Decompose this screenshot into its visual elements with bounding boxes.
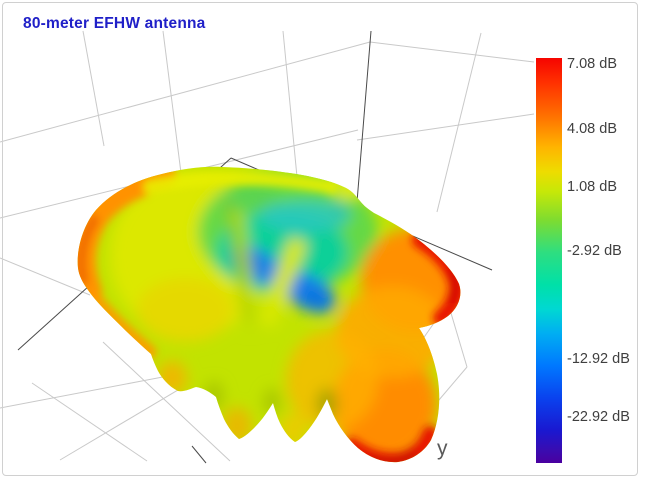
grid-line [356,113,535,141]
grid-line [102,341,231,462]
chart-title: 80-meter EFHW antenna [23,15,206,32]
grid-line [436,32,482,213]
grid-line [282,30,298,178]
grid-line [162,30,182,174]
grid-line [369,41,535,63]
y-axis-label: y [437,437,448,460]
colorbar-label-1: 7.08 dB [567,56,617,72]
colorbar-label-5: -12.92 dB [567,351,630,367]
axis-line [191,445,207,464]
grid-line [0,41,371,143]
axis-line [356,30,372,203]
grid-line [447,302,468,368]
radiation-pattern-surface [77,166,461,463]
colorbar-label-4: -2.92 dB [567,243,622,259]
colorbar-label-3: 1.08 dB [567,179,617,195]
colorbar-gradient [536,58,562,463]
colorbar-label-6: -22.92 dB [567,409,630,425]
grid-line [0,257,91,296]
colorbar-label-2: 4.08 dB [567,121,617,137]
grid-line [31,382,148,462]
grid-line [82,30,105,147]
